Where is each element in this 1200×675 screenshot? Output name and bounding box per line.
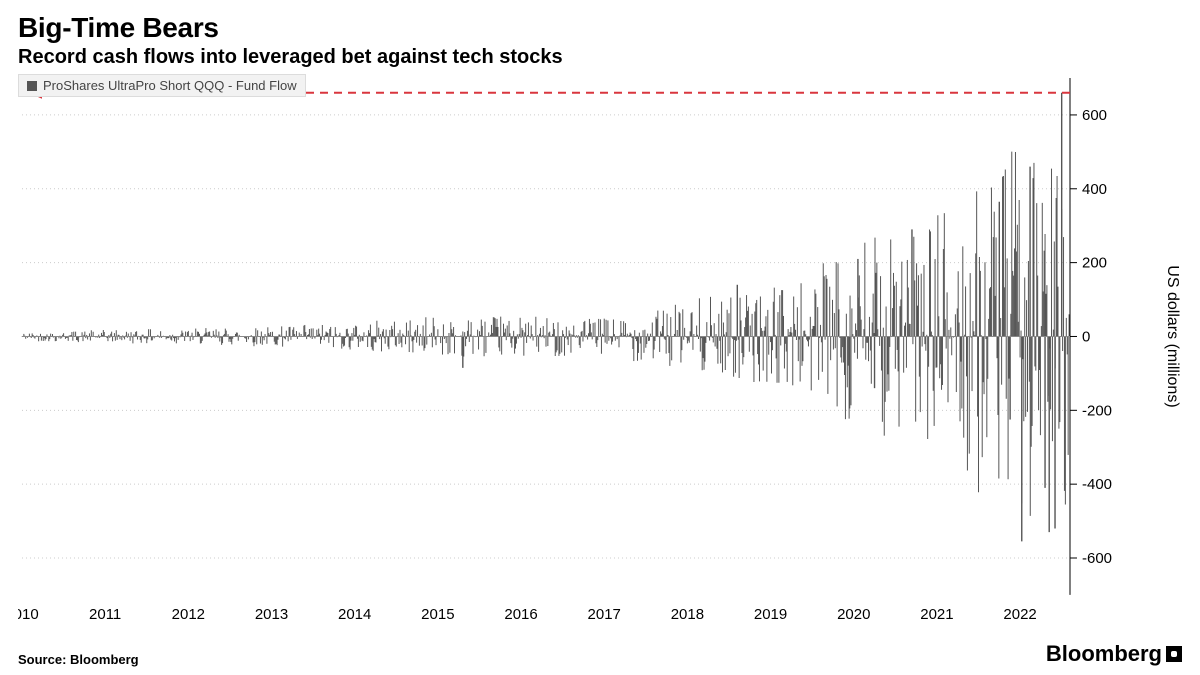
svg-text:2011: 2011 <box>89 606 121 623</box>
svg-text:2012: 2012 <box>172 606 205 623</box>
svg-text:2013: 2013 <box>255 606 288 623</box>
svg-text:2019: 2019 <box>754 606 787 623</box>
svg-text:2016: 2016 <box>504 606 537 623</box>
svg-text:2018: 2018 <box>671 606 704 623</box>
svg-text:2015: 2015 <box>421 606 454 623</box>
bars-group <box>22 93 1069 542</box>
brand-icon <box>1166 646 1182 662</box>
legend-swatch-icon <box>27 81 37 91</box>
svg-text:US dollars (millions): US dollars (millions) <box>1164 265 1181 407</box>
chart-subtitle: Record cash flows into leveraged bet aga… <box>18 46 1182 69</box>
chart-title: Big-Time Bears <box>18 12 1182 44</box>
svg-text:2022: 2022 <box>1003 606 1036 623</box>
svg-text:0: 0 <box>1082 328 1090 345</box>
svg-text:600: 600 <box>1082 107 1107 124</box>
legend-label: ProShares UltraPro Short QQQ - Fund Flow <box>43 78 297 93</box>
svg-text:200: 200 <box>1082 255 1107 272</box>
svg-text:2021: 2021 <box>920 606 953 623</box>
svg-text:-400: -400 <box>1082 476 1112 493</box>
svg-text:-600: -600 <box>1082 550 1112 567</box>
chart-area: -600 -400 -200 0 200 400 600 US dollars (millio… <box>18 74 1182 635</box>
svg-text:2017: 2017 <box>588 606 621 623</box>
source-label: Source: Bloomberg <box>18 652 139 667</box>
brand-text: Bloomberg <box>1046 641 1162 667</box>
svg-text:2010: 2010 <box>18 606 39 623</box>
chart-svg: -600 -400 -200 0 200 400 600 US dollars (millio… <box>18 74 1182 635</box>
legend: ProShares UltraPro Short QQQ - Fund Flow <box>18 74 306 97</box>
svg-text:2020: 2020 <box>837 606 870 623</box>
brand-logo: Bloomberg <box>1046 641 1182 667</box>
svg-text:-200: -200 <box>1082 402 1112 419</box>
svg-text:2014: 2014 <box>338 606 371 623</box>
svg-text:400: 400 <box>1082 181 1107 198</box>
